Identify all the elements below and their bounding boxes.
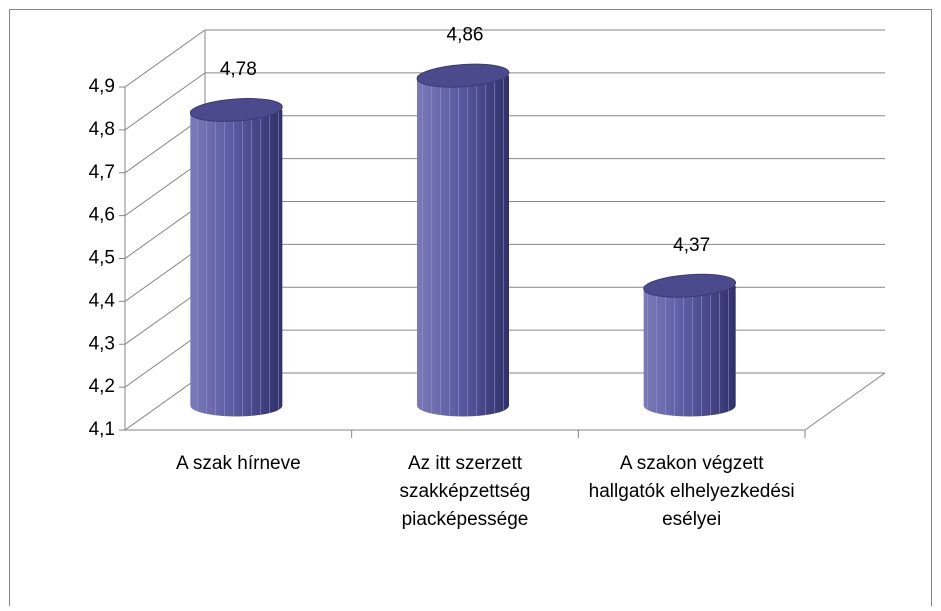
bar <box>643 273 737 417</box>
y-tick-label: 4,9 <box>89 76 115 97</box>
y-tick-label: 4,7 <box>89 162 115 183</box>
grid-line <box>124 72 885 131</box>
value-label: 4,86 <box>447 25 484 46</box>
y-tick-label: 4,5 <box>89 248 115 269</box>
bar <box>189 98 283 417</box>
x-tick-label: Az itt szerzett szakképzettség piacképes… <box>399 453 531 530</box>
x-tick-label: A szakon végzett hallgatók elhelyezkedés… <box>588 453 795 530</box>
y-tick-label: 4,6 <box>89 205 115 226</box>
x-tick-label: A szak hírneve <box>176 453 301 474</box>
value-label: 4,37 <box>673 235 710 256</box>
y-tick-label: 4,1 <box>89 419 115 440</box>
y-tick-label: 4,4 <box>89 290 116 311</box>
bar <box>416 63 510 417</box>
y-tick-label: 4,3 <box>89 333 115 354</box>
chart-border <box>9 9 932 611</box>
y-tick-label: 4,2 <box>89 376 115 397</box>
grid-line <box>124 29 885 88</box>
y-tick-label: 4,8 <box>89 119 115 140</box>
floor-line <box>804 372 886 431</box>
value-label: 4,78 <box>220 59 257 80</box>
